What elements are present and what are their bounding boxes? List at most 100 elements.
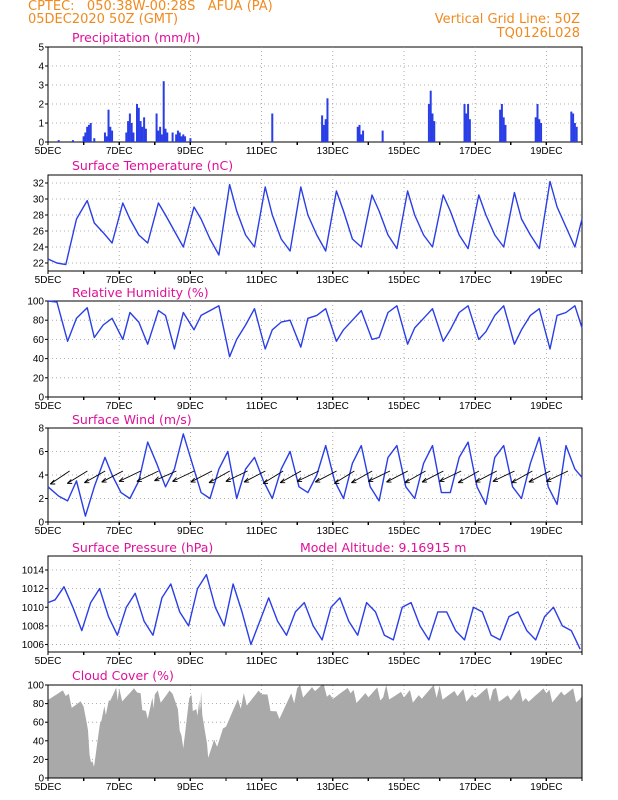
precip-bar [141,126,144,142]
wind-vector [528,470,551,483]
wind-vector [492,470,515,482]
wind-vector-head [66,479,73,484]
y-tick-label: 3 [38,81,44,92]
x-tick-label: 5DEC [35,401,62,412]
series-line [47,573,581,650]
panel-title: Surface Pressure (hPa) [72,540,213,555]
x-tick-label: 17DEC [459,146,491,157]
y-tick-label: 28 [33,211,45,222]
precip-bar [429,90,432,142]
wind-vector-head [333,479,340,484]
wind-vector [67,470,88,484]
precip-bar [139,121,142,142]
precip-bar [500,104,503,142]
precip-bar [107,109,110,142]
precip-bar [128,113,131,142]
precip-bar [326,98,329,142]
y-tick-label: 1010 [22,603,45,614]
x-tick-label: 9DEC [177,526,204,537]
wind-vector [136,470,159,482]
wind-vector [421,470,444,483]
precip-bar [570,111,573,142]
wind-vector [439,470,462,482]
y-tick-label: 0 [38,774,44,785]
x-tick-label: 7DEC [106,275,133,286]
wind-vector-head [528,477,534,483]
x-tick-label: 11DEC [246,656,278,667]
x-tick-label: 15DEC [388,146,420,157]
header-right2: TQ0126L028 [496,26,580,41]
y-tick-label: 1014 [22,565,45,576]
precip-bar [155,113,158,142]
y-tick-label: 100 [27,297,44,308]
x-tick-label: 19DEC [530,401,562,412]
precip-bar [159,126,162,142]
wind-vector-head [545,477,552,482]
x-tick-label: 19DEC [530,526,562,537]
precip-bar [130,123,133,142]
x-tick-label: 11DEC [246,146,278,157]
precip-bar [431,113,434,142]
precip-bar [180,136,183,142]
wind-vector-head [154,476,160,482]
panel-5: 0 20 40 60 80 100 5DEC 7DEC 9DEC 11DEC 13DEC 15DEC 1… [27,668,583,793]
precip-bar [160,134,163,142]
wind-vector [386,470,408,483]
wind-vector [118,470,141,482]
y-tick-label: 1008 [22,621,45,632]
x-tick-label: 13DEC [317,401,349,412]
precip-bar [465,113,468,142]
precip-bar [504,124,507,142]
wind-vector [279,470,302,484]
y-tick-label: 0 [38,518,44,529]
wind-vector [50,470,70,485]
panel-0: 0 1 2 3 4 5 5DEC 7DEC 9DEC 11DEC 13DEC 15DEC 17DEC 19… [35,30,583,157]
precip-bar [103,132,106,142]
precip-bar [137,107,140,142]
wind-vector [351,470,373,484]
panel-frame [47,46,583,143]
x-tick-label: 7DEC [106,782,133,793]
x-tick-label: 7DEC [106,401,133,412]
x-tick-label: 5DEC [35,656,62,667]
series-line [47,180,583,266]
y-tick-label: 60 [33,718,45,729]
wind-vector-head [208,478,214,484]
y-tick-label: 2 [38,100,44,111]
wind-vector [243,470,266,483]
y-tick-label: 1 [38,119,44,130]
precip-bar [162,81,165,142]
x-tick-label: 13DEC [317,782,349,793]
wind-vector [225,470,248,482]
precip-bar [176,130,179,142]
precip-bar [573,123,576,142]
wind-vector-head [386,477,392,483]
y-tick-label: 4 [38,471,44,482]
precip-bar [143,117,146,142]
wind-vector-head [225,477,231,482]
wind-vector-head [136,477,142,482]
y-tick-label: 26 [33,227,45,238]
precip-bar [111,130,114,142]
precip-bar [463,104,466,142]
precip-bar [356,126,359,142]
panel-title: Surface Wind (m/s) [72,412,192,427]
x-tick-label: 15DEC [388,656,420,667]
x-tick-label: 11DEC [246,401,278,412]
header-line2: 05DEC2020 50Z (GMT) [28,12,179,27]
panel-title: Cloud Cover (%) [72,668,174,683]
x-tick-label: 13DEC [317,526,349,537]
precip-bar [132,132,135,142]
precip-bar [166,132,169,142]
precip-bar [82,136,85,142]
y-tick-label: 80 [33,699,45,710]
wind-vector-head [49,479,56,485]
cloud-area [48,685,582,778]
x-tick-label: 5DEC [35,275,62,286]
wind-vector [404,470,426,484]
wind-vector [315,470,337,483]
x-tick-label: 15DEC [388,526,420,537]
panel-title: Surface Temperature (nC) [72,158,233,173]
x-tick-label: 5DEC [35,146,62,157]
header-line1: CPTEC: 050:38W-00:28S AFUA (PA) [28,0,273,14]
